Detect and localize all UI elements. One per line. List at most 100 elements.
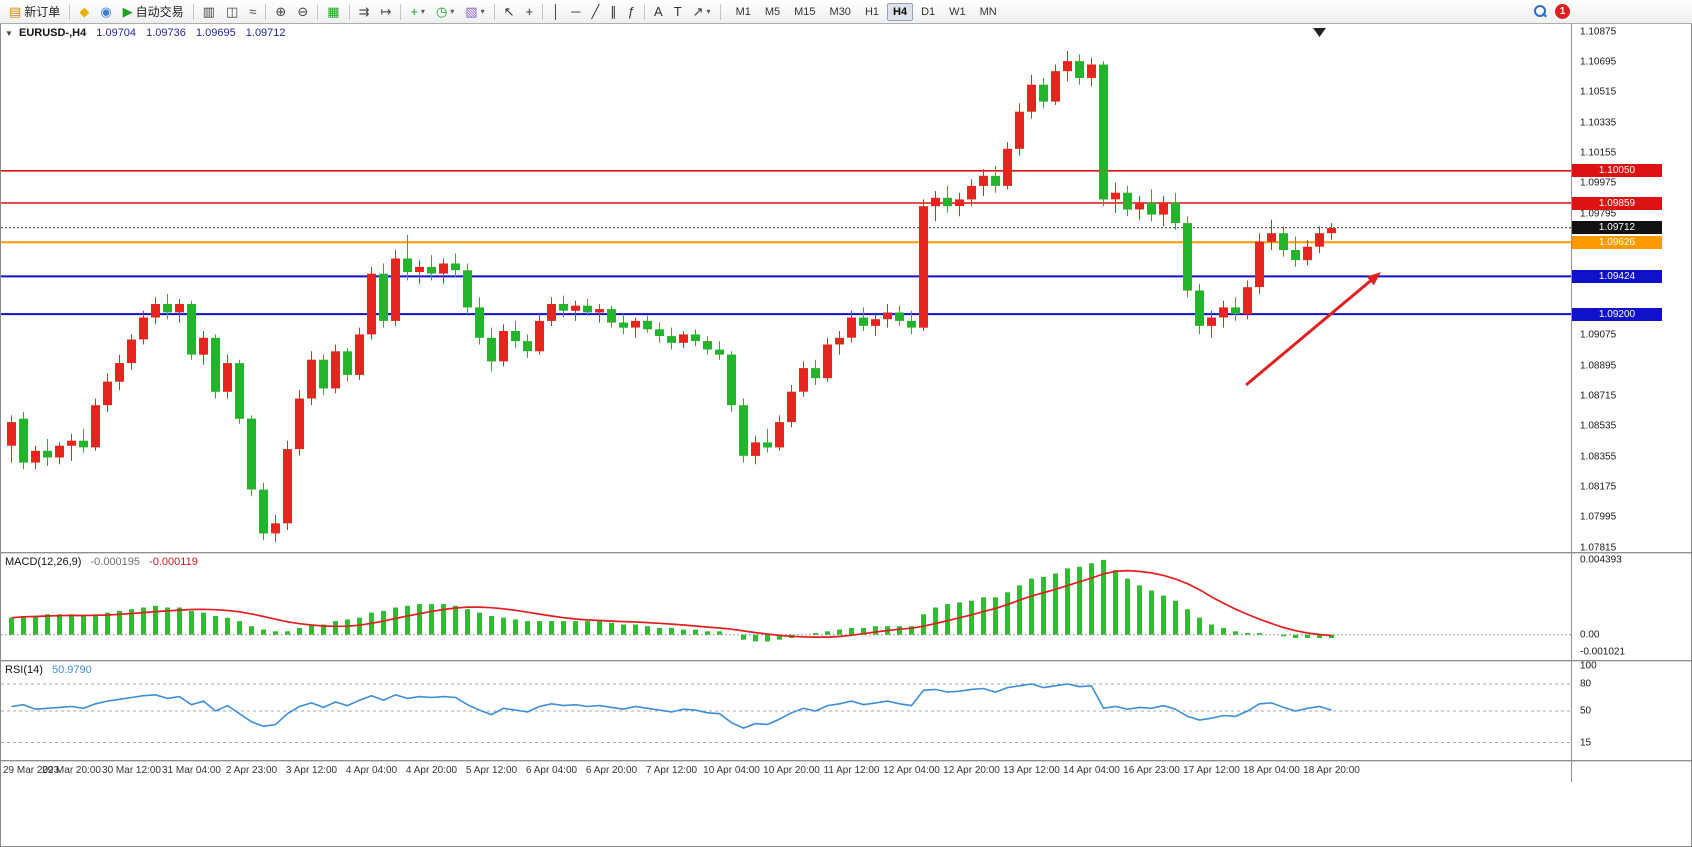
arrows-dropdown-caret-icon[interactable]: ▾ <box>706 7 711 16</box>
time-axis-label: 6 Apr 04:00 <box>525 765 578 776</box>
search-icon[interactable] <box>1534 5 1547 18</box>
price-axis-label: 1.10155 <box>1580 147 1617 159</box>
new-order-label: 新订单 <box>24 5 61 19</box>
toolbar-separator <box>644 3 646 20</box>
pane-separator[interactable] <box>1 552 1691 554</box>
timeframe-button-m30[interactable]: M30 <box>829 5 851 18</box>
toolbar-button-arrows[interactable]: ↗ ▾ <box>688 2 716 22</box>
toolbar-button-text[interactable]: A <box>649 2 668 22</box>
timeframe-button-m15[interactable]: M15 <box>794 5 816 18</box>
toolbar: ▤ 新订单 ◆ ◉ ▶ 自动交易 ▥ ◫ ≈ ⊕ ⊖ ▦ ⇉ ↦ + ▾ ◷ ▾ ▧ ▾ ↖ + │ ─ ╱ ∥ ƒ A T ↗ ▾ M1 M… <box>0 0 1692 24</box>
pane-separator[interactable] <box>1 660 1691 662</box>
price-marker: 1.09626 <box>1572 235 1662 249</box>
horizontal-line-icon: ─ <box>571 4 581 19</box>
price-axis-label: 1.10695 <box>1580 56 1617 68</box>
time-axis-label: 16 Apr 23:00 <box>1123 765 1180 776</box>
macd-header: MACD(12,26,9) -0.000195 -0.000119 <box>5 556 198 568</box>
toolbar-button-new-order[interactable]: ▤ 新订单 <box>4 2 65 22</box>
toolbar-button-fibonacci[interactable]: ƒ <box>623 2 640 22</box>
timeframe-button-h1[interactable]: H1 <box>864 5 879 18</box>
line-chart-icon: ≈ <box>249 4 257 19</box>
toolbar-button-line-chart[interactable]: ≈ <box>244 2 261 22</box>
timeframe-button-w1[interactable]: W1 <box>949 5 966 18</box>
toolbar-button-zoom-in[interactable]: ⊕ <box>270 2 291 22</box>
ohlc-high: 1.09736 <box>146 27 186 39</box>
periods-dropdown-caret-icon[interactable]: ▾ <box>450 7 455 16</box>
toolbar-button-tile-windows[interactable]: ▦ <box>322 2 344 22</box>
toolbar-button-vertical-line[interactable]: │ <box>547 2 565 22</box>
timeframe-button-m5[interactable]: M5 <box>764 5 781 18</box>
time-axis-label: 18 Apr 20:00 <box>1303 765 1360 776</box>
rsi-canvas[interactable] <box>1 662 1571 760</box>
time-axis[interactable]: 29 Mar 2023 29 Mar 20:00 30 Mar 12:00 31 Ma… <box>1 762 1571 782</box>
toolbar-separator <box>542 3 544 20</box>
macd-value: -0.000195 <box>90 556 141 568</box>
toolbar-buttons: ▤ 新订单 ◆ ◉ ▶ 自动交易 ▥ ◫ ≈ ⊕ ⊖ ▦ ⇉ ↦ + ▾ ◷ ▾ ▧ ▾ ↖ + │ ─ ╱ ∥ ƒ A T ↗ ▾ <box>4 2 716 22</box>
toolbar-right-group: 1 <box>1534 4 1570 19</box>
toolbar-button-periods[interactable]: ◷ ▾ <box>431 2 459 22</box>
periods-icon: ◷ <box>435 4 448 19</box>
market-watch-icon: ◉ <box>100 4 112 19</box>
toolbar-button-crosshair[interactable]: + <box>521 2 539 22</box>
toolbar-button-text-label[interactable]: T <box>669 2 687 22</box>
time-axis-label: 14 Apr 04:00 <box>1063 765 1120 776</box>
toolbar-button-cursor[interactable]: ↖ <box>499 2 520 22</box>
fibonacci-icon: ƒ <box>627 4 636 19</box>
toolbar-button-equidistant-channel[interactable]: ∥ <box>605 2 622 22</box>
time-axis-label: 12 Apr 20:00 <box>943 765 1000 776</box>
rsi-axis-label: 80 <box>1580 678 1592 690</box>
price-marker: 1.09200 <box>1572 307 1662 321</box>
rsi-axis-label: 50 <box>1580 705 1592 717</box>
ohlc-open: 1.09704 <box>96 27 137 39</box>
price-axis-label: 1.08175 <box>1580 481 1617 493</box>
ohlc-close: 1.09712 <box>245 27 286 39</box>
toolbar-button-auto-scroll[interactable]: ⇉ <box>354 2 375 22</box>
toolbar-button-candlestick-chart[interactable]: ◫ <box>221 2 243 22</box>
toolbar-button-templates[interactable]: ▧ ▾ <box>460 2 489 22</box>
price-marker: 1.10050 <box>1572 164 1662 178</box>
macd-indicator-name: MACD(12,26,9) <box>5 556 82 568</box>
cursor-icon: ↖ <box>503 4 515 19</box>
crosshair-icon: + <box>525 4 534 19</box>
toolbar-button-bar-chart[interactable]: ▥ <box>198 2 220 22</box>
price-axis-label: 1.08355 <box>1580 451 1617 463</box>
time-axis-label: 30 Mar 12:00 <box>102 765 161 776</box>
time-axis-label: 7 Apr 12:00 <box>645 765 698 776</box>
templates-dropdown-caret-icon[interactable]: ▾ <box>480 7 485 16</box>
notification-badge[interactable]: 1 <box>1555 4 1570 19</box>
timeframe-button-h4[interactable]: H4 <box>887 2 914 21</box>
templates-icon: ▧ <box>465 4 478 19</box>
toolbar-button-chart-window[interactable]: ◆ <box>74 2 94 22</box>
toolbar-separator <box>265 3 267 20</box>
toolbar-button-chart-shift[interactable]: ↦ <box>375 2 396 22</box>
price-axis-label: 1.08535 <box>1580 420 1617 432</box>
time-axis-label: 12 Apr 04:00 <box>883 765 940 776</box>
timeframe-button-mn[interactable]: MN <box>979 5 997 18</box>
zoom-out-icon: ⊖ <box>297 4 309 19</box>
price-axis-border <box>1571 24 1572 782</box>
toolbar-separator <box>719 3 721 20</box>
macd-canvas[interactable] <box>1 554 1571 660</box>
autotrading-icon: ▶ <box>122 4 133 19</box>
pane-separator[interactable] <box>1 760 1691 762</box>
toolbar-button-horizontal-line[interactable]: ─ <box>566 2 585 22</box>
time-axis-label: 6 Apr 20:00 <box>585 765 638 776</box>
indicators-dropdown-caret-icon[interactable]: ▾ <box>420 7 425 16</box>
symbol-dropdown-icon[interactable]: ▼ <box>5 29 13 38</box>
toolbar-button-indicators[interactable]: + ▾ <box>405 2 430 22</box>
text-label-icon: T <box>673 4 682 19</box>
time-axis-label: 4 Apr 20:00 <box>405 765 458 776</box>
price-marker: 1.09424 <box>1572 269 1662 283</box>
price-axis-label: 1.09975 <box>1580 177 1617 189</box>
macd-axis-label: -0.001021 <box>1580 646 1626 658</box>
toolbar-button-autotrading[interactable]: ▶ 自动交易 <box>118 2 189 22</box>
time-axis-label: 13 Apr 12:00 <box>1003 765 1060 776</box>
timeframe-button-d1[interactable]: D1 <box>921 5 936 18</box>
price-axis[interactable]: 1.10875 1.10695 1.10515 1.10335 1.10155 1.099… <box>1572 24 1691 782</box>
toolbar-button-zoom-out[interactable]: ⊖ <box>292 2 313 22</box>
main-chart-canvas[interactable] <box>1 24 1571 552</box>
toolbar-button-market-watch[interactable]: ◉ <box>95 2 116 22</box>
toolbar-separator <box>317 3 319 20</box>
toolbar-button-trendline[interactable]: ╱ <box>586 2 604 22</box>
timeframe-button-m1[interactable]: M1 <box>735 5 751 18</box>
